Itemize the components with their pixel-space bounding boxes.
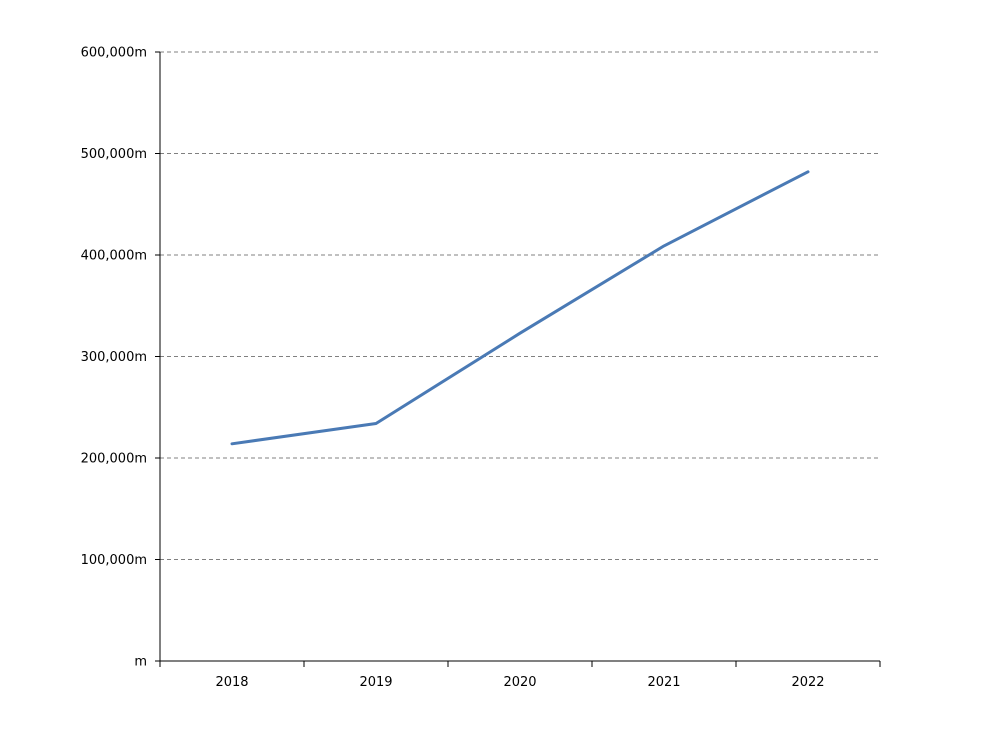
y-tick-label: 200,000m xyxy=(81,452,147,467)
x-tick-label: 2020 xyxy=(503,675,536,690)
y-tick-label: m xyxy=(134,655,147,670)
y-tick-label: 500,000m xyxy=(81,147,147,162)
x-tick-label: 2019 xyxy=(359,675,392,690)
y-tick-label: 400,000m xyxy=(81,249,147,264)
tick-labels: m 100,000m 200,000m 300,000m 400,000m 500,000… xyxy=(81,46,825,691)
x-tick-label: 2022 xyxy=(791,675,824,690)
x-tick-label: 2018 xyxy=(215,675,248,690)
y-tick-label: 600,000m xyxy=(81,46,147,61)
y-tick-label: 300,000m xyxy=(81,350,147,365)
axes xyxy=(155,51,881,667)
grid-lines xyxy=(160,51,880,560)
y-tick-label: 100,000m xyxy=(81,553,147,568)
x-tick-label: 2021 xyxy=(647,675,680,690)
series-line xyxy=(230,170,810,446)
series-lines xyxy=(230,170,810,446)
